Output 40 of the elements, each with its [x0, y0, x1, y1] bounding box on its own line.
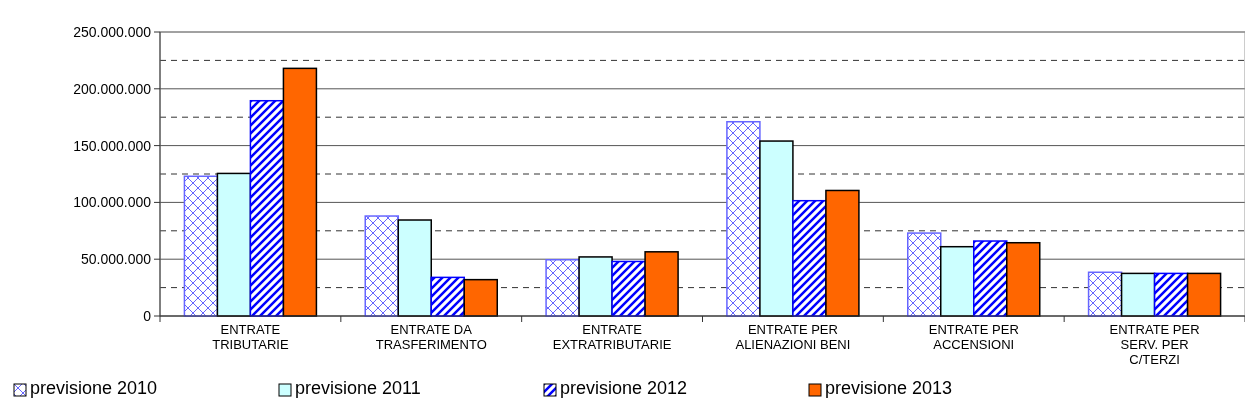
legend-label: previsione 2010 [30, 378, 158, 398]
y-tick-label: 200.000.000 [73, 80, 152, 97]
bar [1087, 271, 1123, 317]
bar [364, 215, 399, 317]
legend-label: previsione 2011 [295, 378, 421, 398]
bar [545, 259, 580, 317]
y-tick-label: 250.000.000 [73, 23, 152, 40]
y-tick-label: 100.000.000 [73, 194, 152, 211]
x-tick-label: ENTRATE EXTRATRIBUTARIE [552, 322, 672, 352]
bar [644, 251, 679, 317]
bar [940, 245, 975, 317]
bar [1153, 272, 1189, 317]
bar [1120, 272, 1156, 317]
bar [611, 260, 646, 317]
bar [397, 219, 432, 317]
bar [578, 256, 613, 317]
x-tick-label: ENTRATE PER ALIENAZIONI BENI [735, 322, 851, 352]
bar [1186, 272, 1222, 317]
bar [759, 140, 794, 317]
x-tick-label: ENTRATE PER SERV. PER C/TERZI [1109, 322, 1200, 367]
bar [1006, 241, 1041, 317]
legend-label: previsione 2013 [825, 378, 953, 398]
y-tick-label: 50.000.000 [80, 251, 152, 268]
bar [825, 189, 860, 317]
x-tick-label: ENTRATE TRIBUTARIE [212, 322, 289, 352]
x-tick-label: ENTRATE PER ACCENSIONI [928, 322, 1019, 352]
y-tick-label: 0 [143, 307, 152, 324]
bar [183, 175, 219, 317]
y-tick-label: 150.000.000 [73, 137, 152, 154]
bar [907, 232, 942, 317]
x-tick-label: ENTRATE DA TRASFERIMENTO [375, 322, 487, 352]
bar [249, 99, 285, 317]
bar [216, 172, 252, 317]
bar [726, 120, 761, 317]
bar [430, 276, 465, 317]
bar [973, 240, 1008, 317]
bar [463, 278, 498, 317]
bar [282, 67, 318, 317]
legend-label: previsione 2012 [560, 378, 688, 398]
bar [792, 199, 827, 317]
